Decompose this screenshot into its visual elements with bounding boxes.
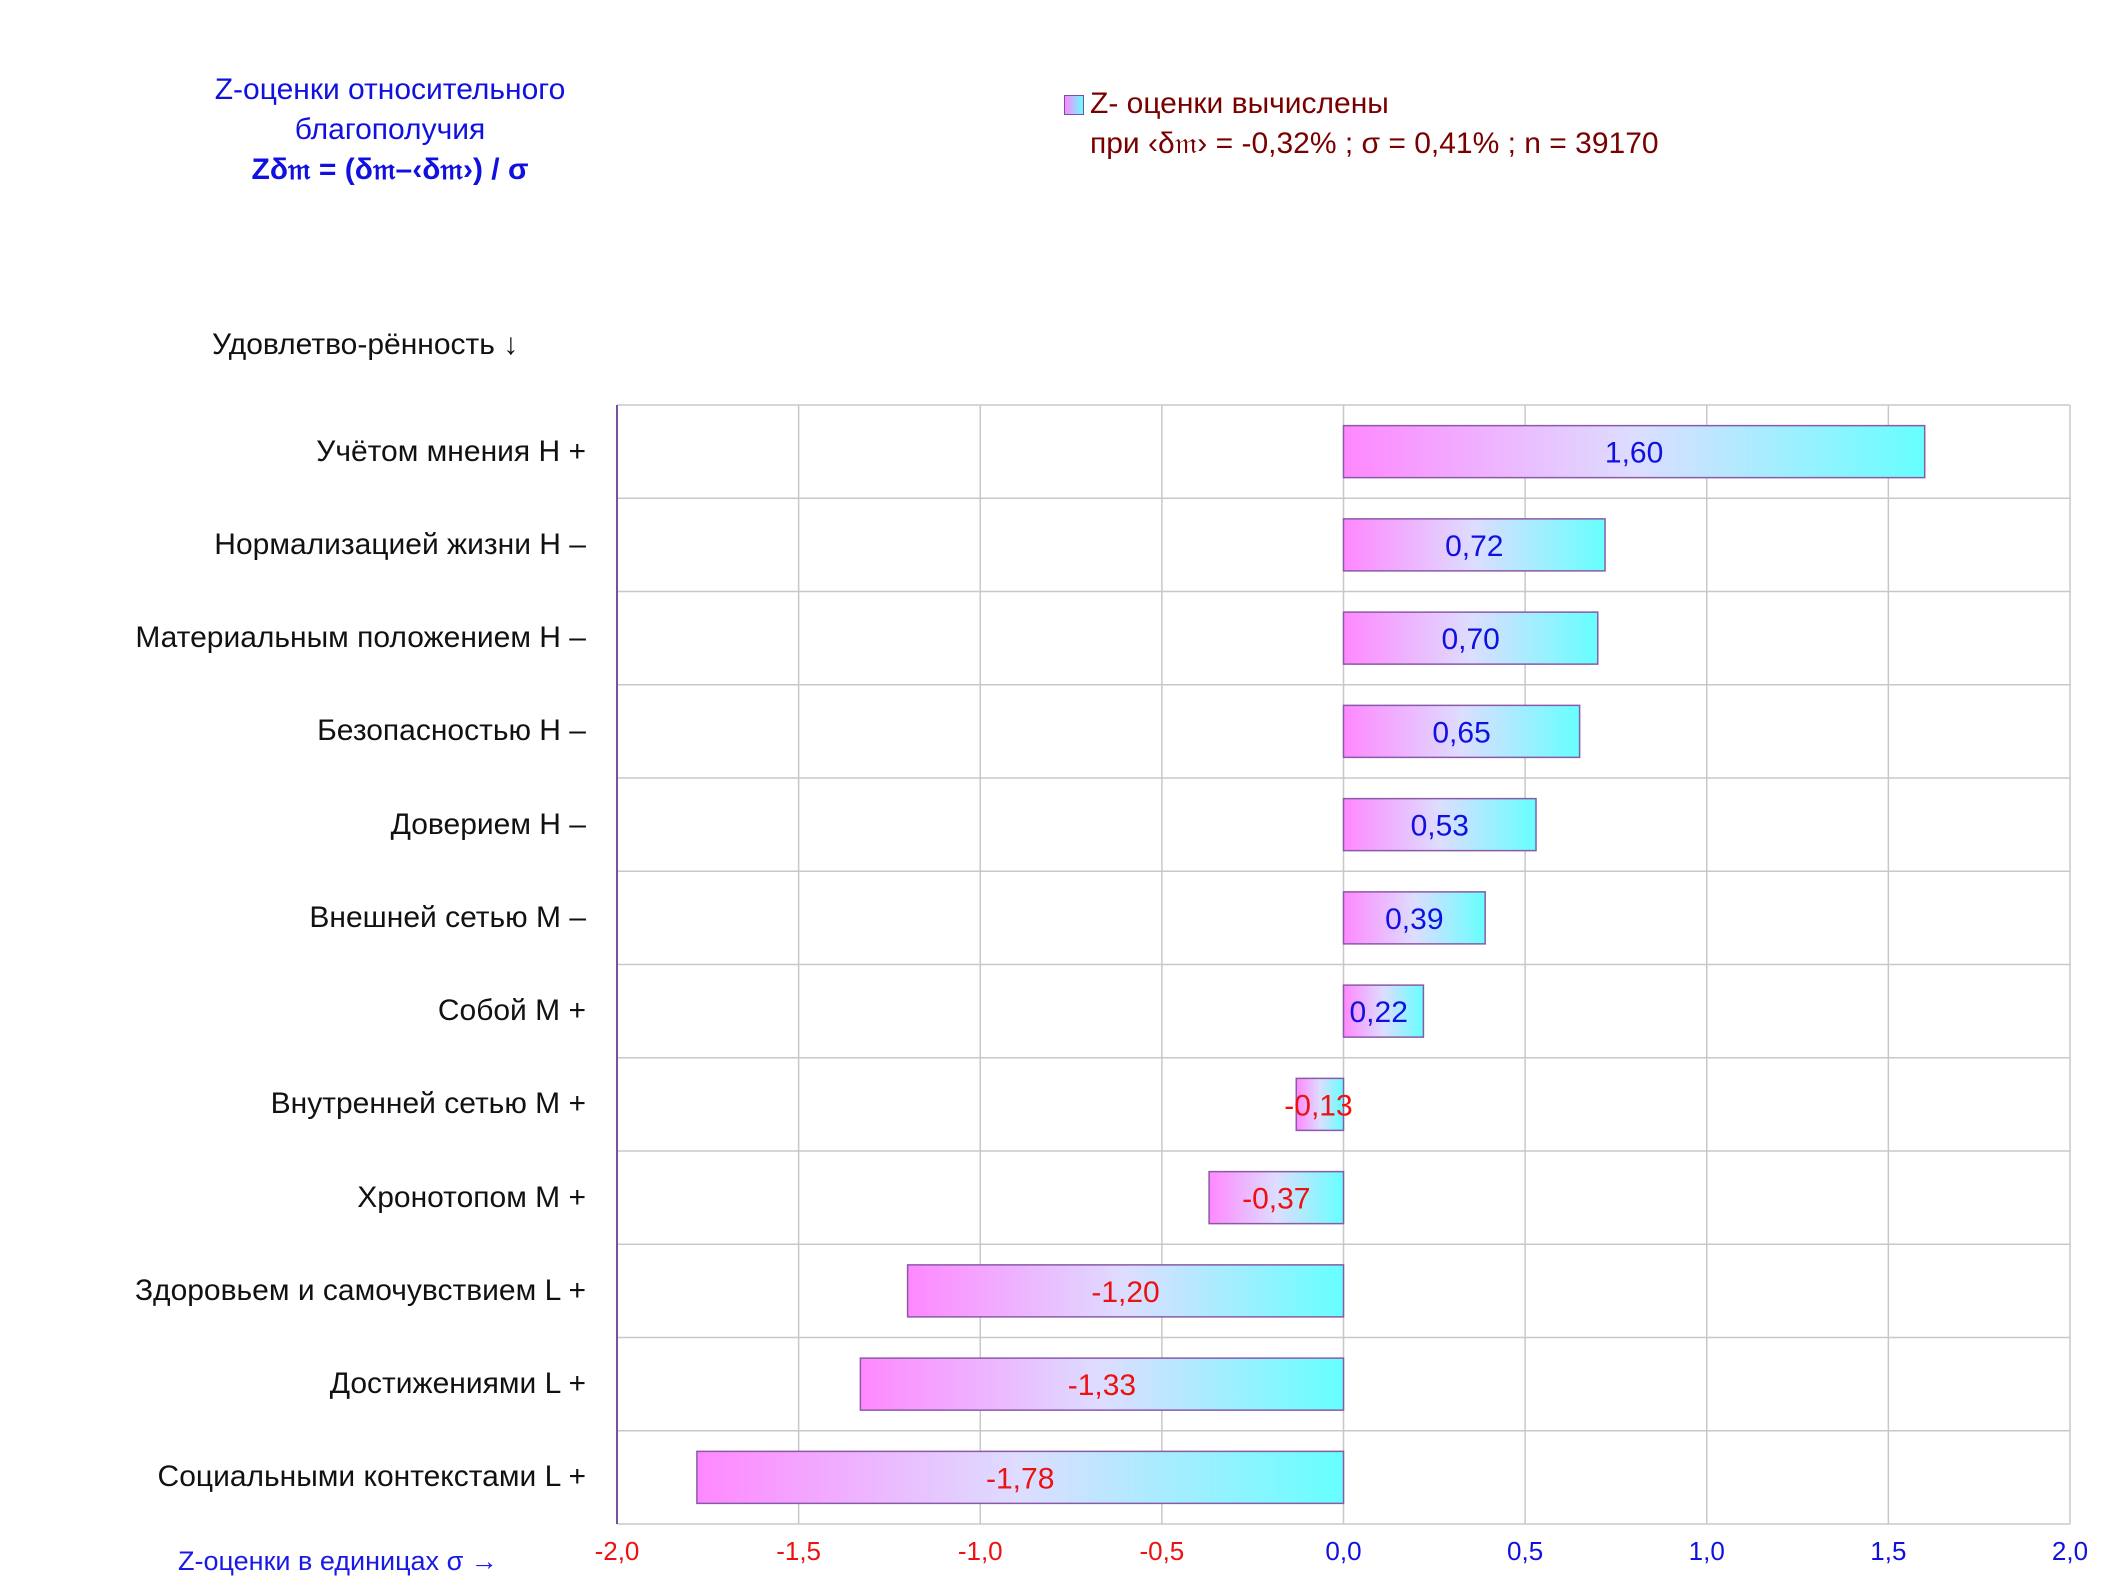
legend: Z- оценки вычислены при ‹δ𝔪› = -0,32% ; … [1064,84,1659,164]
y-axis-title: Удовлетво-рённость ↓ [212,328,519,361]
x-tick-label: 2,0 [2052,1536,2088,1566]
x-axis-title: Z-оценки в единицах σ → [178,1546,498,1576]
bar-value-label: 1,60 [1605,437,1663,470]
category-label: Собой М + [437,994,586,1028]
category-label: Достижениями L + [329,1367,586,1401]
bar-value-label: 0,72 [1445,530,1503,563]
bar-value-label: 0,22 [1350,996,1408,1029]
legend-line-1: Z- оценки вычислены [1090,87,1389,120]
category-label: Нормализацией жизни Н – [214,527,586,561]
bar [696,1450,1345,1505]
bar [1342,984,1425,1038]
x-tick-label: 1,0 [1689,1536,1725,1566]
x-tick-label: -2,0 [595,1536,640,1566]
x-tick-label: -0,5 [1139,1536,1184,1566]
bar [859,1357,1345,1411]
category-label: Материальным положением Н – [135,621,586,655]
bar-value-label: -0,13 [1284,1089,1352,1122]
category-label: Безопасностью Н – [317,714,586,748]
category-label: Здоровьем и самочувствием L + [134,1273,586,1307]
x-tick-label: -1,5 [776,1536,821,1566]
title-line-1: Z-оценки относительного [214,73,566,106]
x-tick-label: -1,0 [958,1536,1003,1566]
bar [1342,424,1926,479]
bar-value-label: 0,39 [1385,903,1443,936]
bar [906,1264,1345,1318]
chart-title: Z-оценки относительного благополучия Zδ𝔪… [100,70,680,190]
x-tick-label: 1,5 [1870,1536,1906,1566]
x-tick-label: 0,5 [1507,1536,1543,1566]
bar-value-label: -1,78 [986,1462,1054,1495]
legend-line-2: при ‹δ𝔪› = -0,32% ; σ = 0,41% ; n = 3917… [1090,127,1659,160]
bar [1342,797,1537,852]
bar-value-label: 0,65 [1432,716,1490,749]
bar [1342,891,1486,945]
bar-value-label: 0,70 [1441,623,1499,656]
bar [1208,1170,1345,1225]
bar-value-label: 0,53 [1411,810,1469,843]
x-tick-label: 0,0 [1325,1536,1361,1566]
bar-value-label: -1,20 [1091,1276,1159,1309]
bar [1342,704,1581,759]
legend-swatch [1064,95,1084,116]
category-label: Доверием Н – [390,807,586,841]
bar [1342,518,1606,572]
title-formula: Zδ𝔪 = (δ𝔪–‹δ𝔪›) / σ [251,153,529,186]
bar [1295,1077,1345,1132]
category-label: Внутренней сетью М + [270,1087,586,1121]
bar [1342,611,1599,665]
category-label: Хронотопом М + [357,1180,586,1214]
category-label: Социальными контекстами L + [157,1460,586,1494]
category-label: Учётом мнения Н + [316,434,586,468]
bar-value-label: -0,37 [1242,1183,1310,1216]
category-label: Внешней сетью М – [309,900,586,934]
title-line-2: благополучия [294,113,486,146]
bar-value-label: -1,33 [1068,1369,1136,1402]
